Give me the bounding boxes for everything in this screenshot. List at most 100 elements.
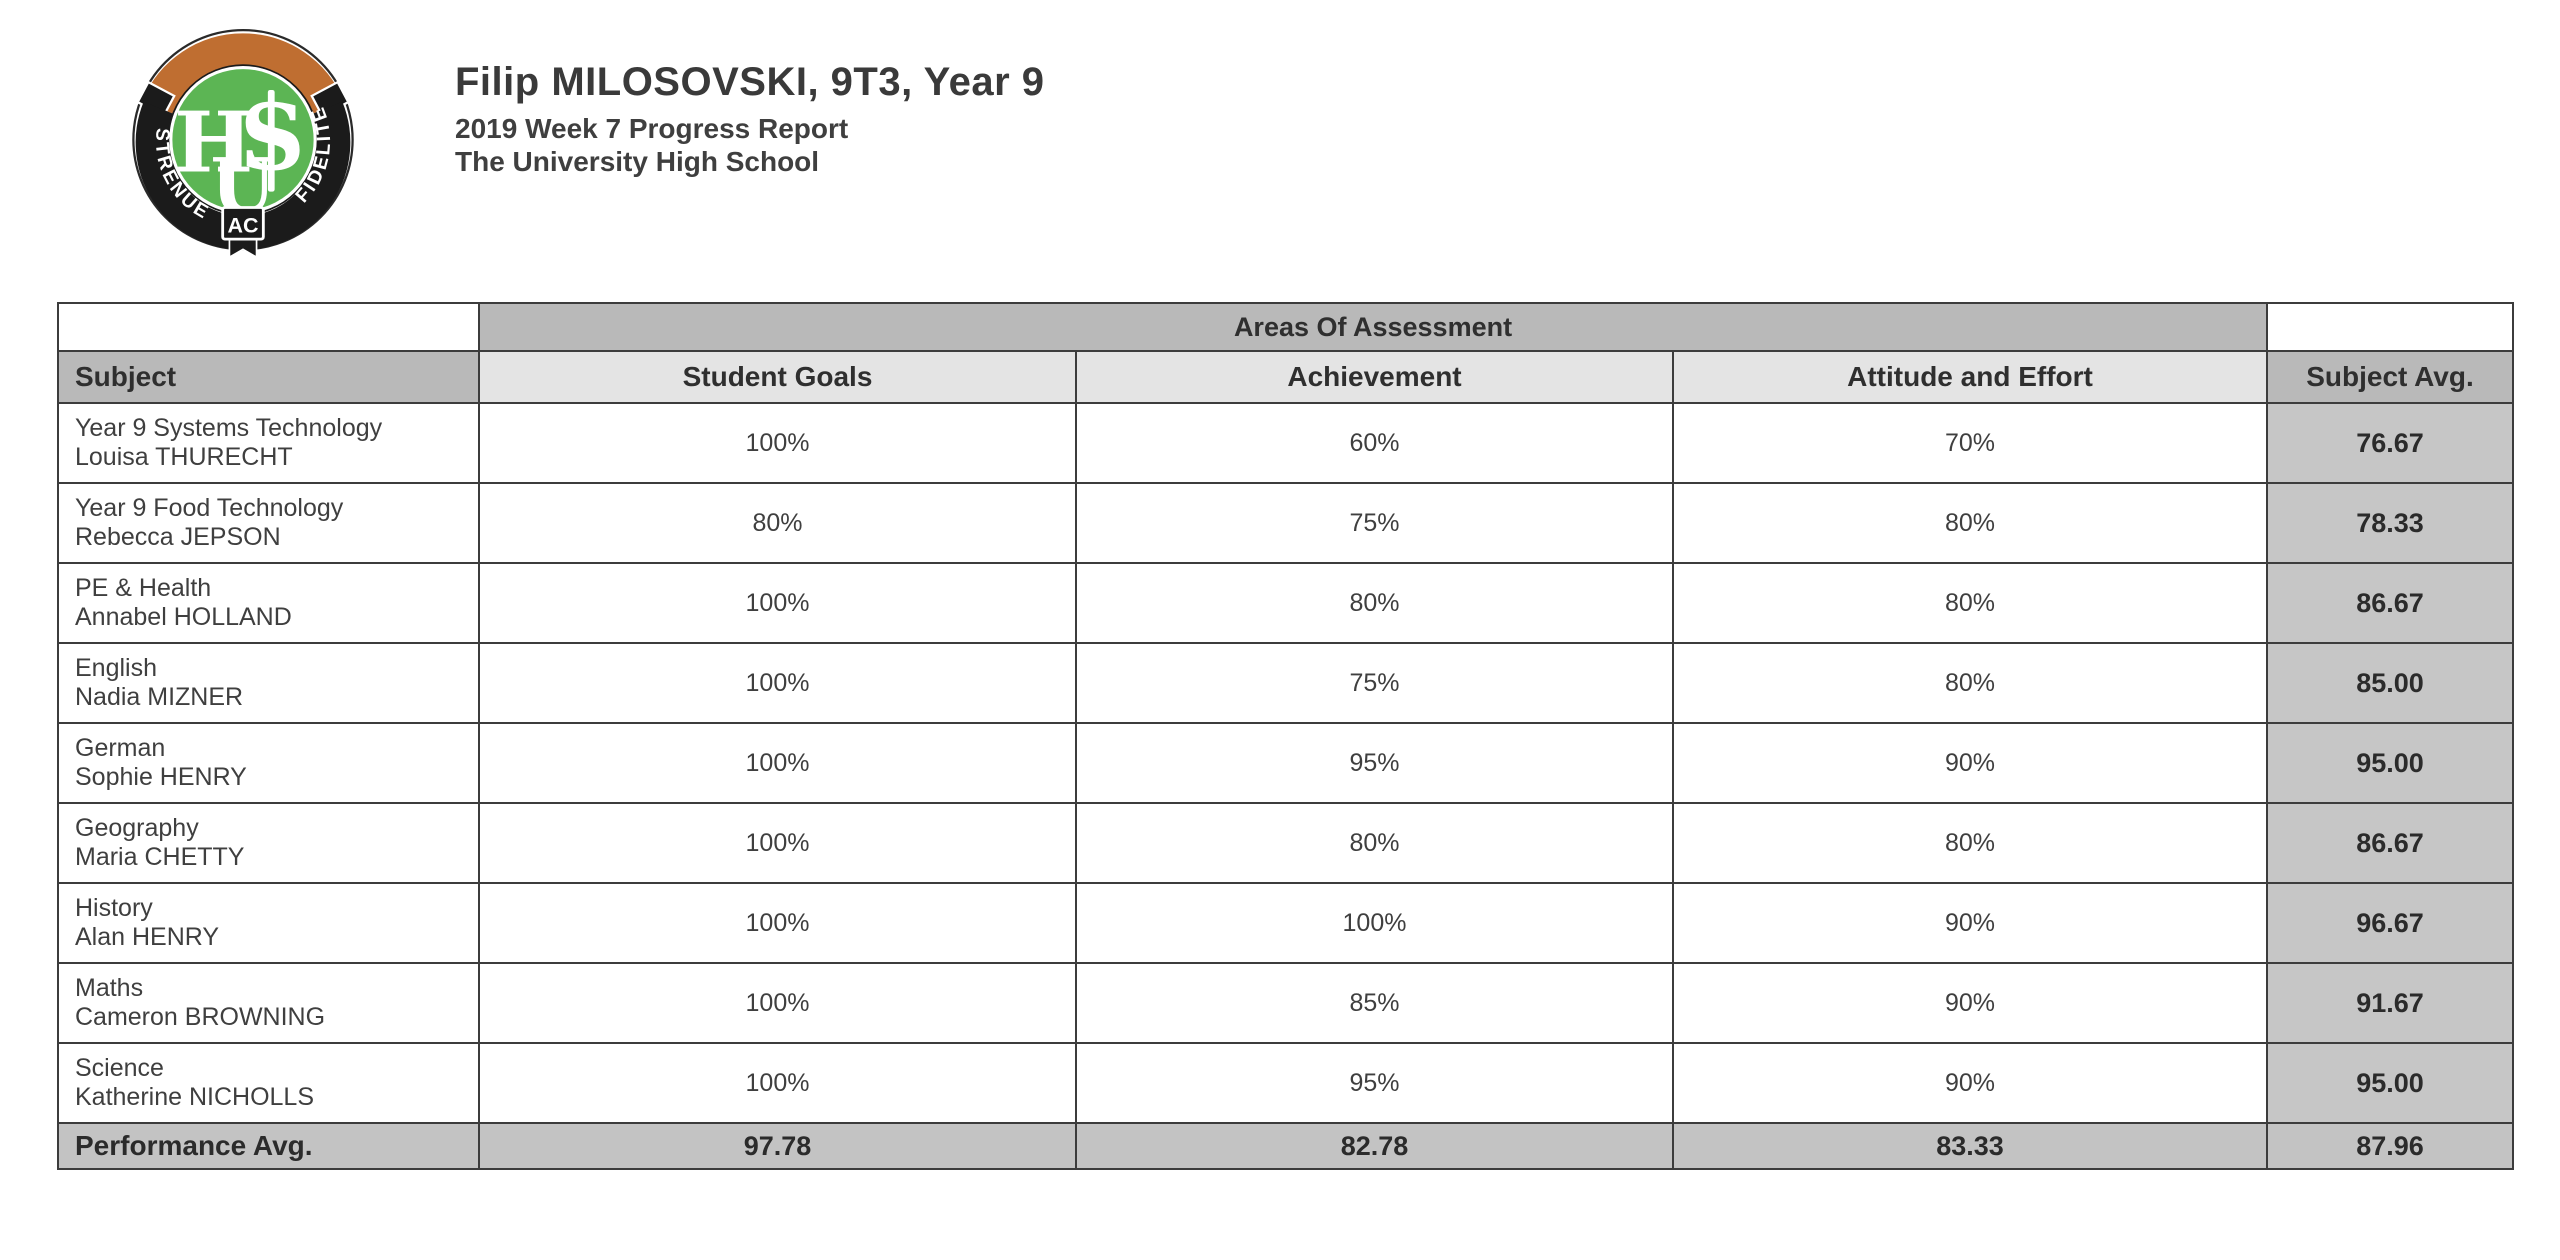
table-row: Geography Maria CHETTY 100% 80% 80% 86.6…: [57, 802, 2515, 884]
subject-cell: English Nadia MIZNER: [57, 642, 480, 724]
achievement-cell: 80%: [1075, 802, 1674, 884]
attitude-effort-cell: 70%: [1671, 402, 2269, 484]
subject-name: Maths: [75, 973, 144, 1002]
teacher-name: Cameron BROWNING: [75, 1003, 326, 1031]
achievement-cell: 80%: [1075, 562, 1674, 644]
student-goals-cell: 100%: [478, 882, 1077, 964]
teacher-name: Maria CHETTY: [75, 843, 245, 871]
progress-table: Areas Of Assessment Subject Student Goal…: [57, 302, 2515, 1170]
attitude-effort-cell: 90%: [1671, 1042, 2269, 1124]
achievement-cell: 60%: [1075, 402, 1674, 484]
crest-ac-box: AC: [221, 206, 265, 259]
student-title: Filip MILOSOVSKI, 9T3, Year 9: [455, 60, 1045, 104]
performance-avg-attitude-effort: 83.33: [1671, 1122, 2269, 1170]
school-crest-logo: H U S STRENUE FIDELITER AC: [130, 26, 354, 259]
performance-avg-overall: 87.96: [2266, 1122, 2515, 1170]
student-goals-cell: 80%: [478, 482, 1077, 564]
attitude-effort-cell: 80%: [1671, 562, 2269, 644]
subject-name: PE & Health: [75, 573, 212, 602]
attitude-effort-cell: 80%: [1671, 482, 2269, 564]
span-header-row: Areas Of Assessment: [57, 302, 2515, 352]
student-goals-column-header: Student Goals: [478, 350, 1077, 404]
crest-orange-arc: [142, 33, 344, 116]
attitude-effort-cell: 80%: [1671, 642, 2269, 724]
subject-name: German: [75, 733, 166, 762]
table-row: Year 9 Food Technology Rebecca JEPSON 80…: [57, 482, 2515, 564]
subject-avg-cell: 96.67: [2266, 882, 2515, 964]
subject-cell: Year 9 Systems Technology Louisa THURECH…: [57, 402, 480, 484]
blank-cell-above-subject: [57, 302, 480, 352]
subject-cell: Geography Maria CHETTY: [57, 802, 480, 884]
performance-avg-label: Performance Avg.: [57, 1122, 480, 1170]
header-title-block: Filip MILOSOVSKI, 9T3, Year 9 2019 Week …: [455, 60, 1045, 178]
subject-avg-column-header: Subject Avg.: [2266, 350, 2515, 404]
achievement-cell: 95%: [1075, 1042, 1674, 1124]
crest-monogram: H U S: [174, 85, 305, 230]
column-header-row: Subject Student Goals Achievement Attitu…: [57, 350, 2515, 404]
teacher-name: Annabel HOLLAND: [75, 603, 292, 631]
table-row: English Nadia MIZNER 100% 75% 80% 85.00: [57, 642, 2515, 724]
teacher-name: Louisa THURECHT: [75, 443, 293, 471]
subject-name: Science: [75, 1053, 164, 1082]
achievement-column-header: Achievement: [1075, 350, 1674, 404]
table-row: History Alan HENRY 100% 100% 90% 96.67: [57, 882, 2515, 964]
student-goals-cell: 100%: [478, 802, 1077, 884]
subject-name: Year 9 Systems Technology: [75, 413, 383, 442]
student-goals-cell: 100%: [478, 722, 1077, 804]
teacher-name: Katherine NICHOLLS: [75, 1083, 315, 1111]
achievement-cell: 100%: [1075, 882, 1674, 964]
subject-name: English: [75, 653, 157, 682]
student-goals-cell: 100%: [478, 642, 1077, 724]
attitude-effort-cell: 90%: [1671, 962, 2269, 1044]
subject-avg-cell: 86.67: [2266, 802, 2515, 884]
report-title: 2019 Week 7 Progress Report: [455, 113, 849, 144]
teacher-name: Nadia MIZNER: [75, 683, 244, 711]
teacher-name: Alan HENRY: [75, 923, 220, 951]
subject-avg-cell: 91.67: [2266, 962, 2515, 1044]
subject-name: History: [75, 893, 153, 922]
attitude-effort-column-header: Attitude and Effort: [1671, 350, 2269, 404]
table-row: PE & Health Annabel HOLLAND 100% 80% 80%…: [57, 562, 2515, 644]
performance-avg-row: Performance Avg. 97.78 82.78 83.33 87.96: [57, 1122, 2515, 1170]
areas-of-assessment-header: Areas Of Assessment: [477, 302, 2269, 352]
subject-avg-cell: 78.33: [2266, 482, 2515, 564]
monogram-h-letter: H: [174, 92, 253, 191]
subject-cell: PE & Health Annabel HOLLAND: [57, 562, 480, 644]
achievement-cell: 75%: [1075, 482, 1674, 564]
student-goals-cell: 100%: [478, 402, 1077, 484]
subject-column-header: Subject: [57, 350, 480, 404]
subject-avg-cell: 95.00: [2266, 722, 2515, 804]
performance-avg-student-goals: 97.78: [478, 1122, 1077, 1170]
subject-avg-cell: 76.67: [2266, 402, 2515, 484]
teacher-name: Rebecca JEPSON: [75, 523, 281, 551]
progress-table-wrap: Areas Of Assessment Subject Student Goal…: [57, 302, 2515, 1170]
achievement-cell: 85%: [1075, 962, 1674, 1044]
subject-avg-cell: 85.00: [2266, 642, 2515, 724]
performance-avg-achievement: 82.78: [1075, 1122, 1674, 1170]
student-goals-cell: 100%: [478, 1042, 1077, 1124]
attitude-effort-cell: 80%: [1671, 802, 2269, 884]
attitude-effort-cell: 90%: [1671, 722, 2269, 804]
student-goals-cell: 100%: [478, 562, 1077, 644]
subject-name: Geography: [75, 813, 199, 842]
motto-center-text: AC: [227, 213, 258, 237]
table-row: Year 9 Systems Technology Louisa THURECH…: [57, 402, 2515, 484]
subject-avg-cell: 86.67: [2266, 562, 2515, 644]
table-body: Year 9 Systems Technology Louisa THURECH…: [57, 402, 2515, 1124]
table-row: German Sophie HENRY 100% 95% 90% 95.00: [57, 722, 2515, 804]
school-name: The University High School: [455, 146, 820, 178]
teacher-name: Sophie HENRY: [75, 763, 247, 791]
achievement-cell: 75%: [1075, 642, 1674, 724]
subject-cell: History Alan HENRY: [57, 882, 480, 964]
table-row: Maths Cameron BROWNING 100% 85% 90% 91.6…: [57, 962, 2515, 1044]
achievement-cell: 95%: [1075, 722, 1674, 804]
subject-name: Year 9 Food Technology: [75, 493, 344, 522]
subject-avg-cell: 95.00: [2266, 1042, 2515, 1124]
student-goals-cell: 100%: [478, 962, 1077, 1044]
attitude-effort-cell: 90%: [1671, 882, 2269, 964]
table-row: Science Katherine NICHOLLS 100% 95% 90% …: [57, 1042, 2515, 1124]
subject-cell: German Sophie HENRY: [57, 722, 480, 804]
subject-cell: Year 9 Food Technology Rebecca JEPSON: [57, 482, 480, 564]
blank-cell-above-subject-avg: [2266, 302, 2515, 352]
